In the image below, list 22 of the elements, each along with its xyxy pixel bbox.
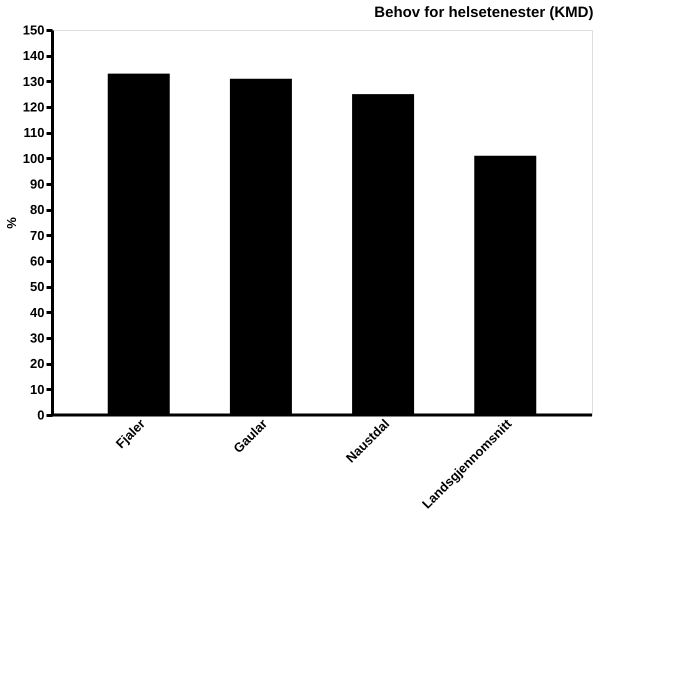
y-tick-label: 70 <box>30 228 44 243</box>
chart-title: Behov for helsetenester (KMD) <box>374 4 594 21</box>
y-tick-label: 130 <box>22 74 44 89</box>
y-tick-label: 100 <box>22 150 44 166</box>
y-tick-label: 0 <box>37 408 44 422</box>
y-tick-label: 120 <box>22 100 44 114</box>
y-tick-label: 110 <box>24 125 44 140</box>
y-tick-label: 30 <box>30 330 44 346</box>
bar <box>230 78 292 415</box>
y-tick-label: 60 <box>30 254 44 268</box>
y-tick-label: 40 <box>30 304 44 320</box>
bar <box>108 74 170 415</box>
y-tick-label: 50 <box>30 279 44 294</box>
y-axis-title: % <box>4 216 19 229</box>
y-tick-label: 20 <box>30 356 44 372</box>
y-tick-label: 90 <box>30 176 44 192</box>
y-tick-label: 140 <box>22 48 44 64</box>
y-tick-label: 150 <box>22 22 44 38</box>
bar <box>474 156 536 415</box>
y-tick-label: 10 <box>30 382 44 397</box>
bar <box>352 94 414 415</box>
y-tick-label: 80 <box>30 202 44 218</box>
